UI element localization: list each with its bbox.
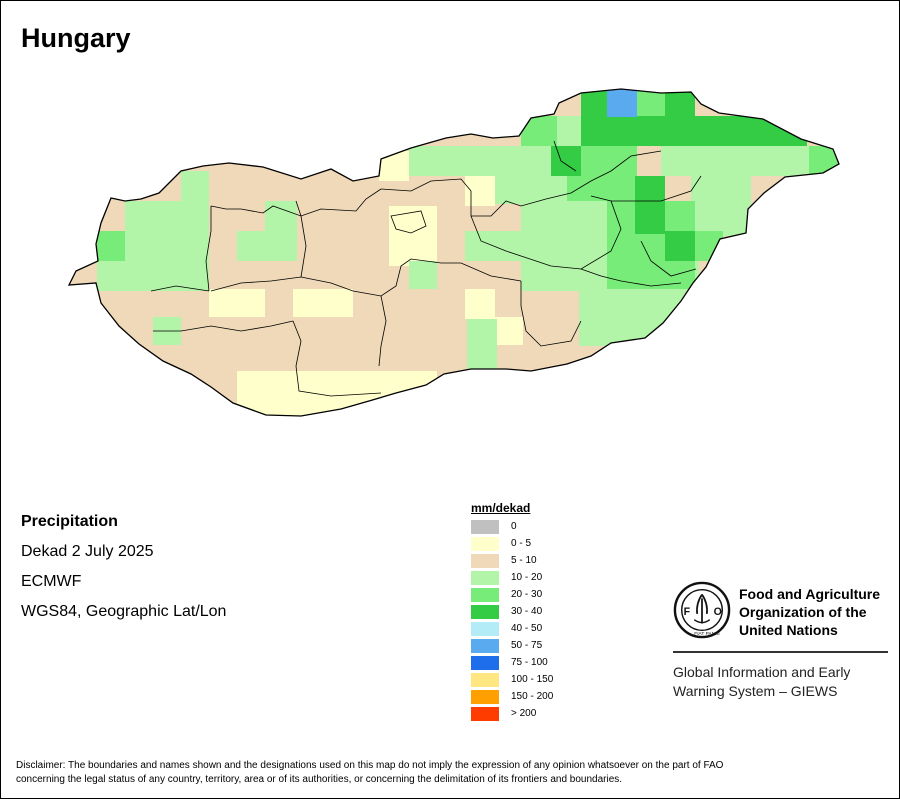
map-title: Hungary [21, 23, 131, 53]
legend-swatch [471, 655, 499, 670]
legend-item: 150 - 200 [471, 688, 553, 705]
divider [673, 651, 888, 653]
legend-swatch [471, 604, 499, 619]
legend-swatch [471, 689, 499, 704]
disclaimer: Disclaimer: The boundaries and names sho… [16, 759, 886, 787]
disclaimer-line2: concerning the legal status of any count… [16, 774, 623, 785]
svg-text:FIAT PANIS: FIAT PANIS [694, 631, 720, 637]
legend-label: 5 - 10 [511, 555, 537, 566]
system-name: Global Information and Early Warning Sys… [673, 663, 850, 701]
legend-label: 0 - 5 [511, 538, 532, 549]
legend-item: 0 [471, 518, 553, 535]
legend-item: 50 - 75 [471, 637, 553, 654]
legend-swatch [471, 553, 499, 568]
precipitation-map [67, 88, 840, 417]
map-info: Precipitation Dekad 2 July 2025 ECMWF WG… [21, 507, 226, 627]
legend-swatch [471, 621, 499, 636]
legend-label: 20 - 30 [511, 589, 543, 600]
projection-label: WGS84, Geographic Lat/Lon [21, 603, 227, 620]
legend-swatch [471, 706, 499, 721]
legend-rows: 0 0 - 5 5 - 10 10 - 20 20 - 30 30 - 40 40 - 50… [471, 518, 553, 722]
period-label: Dekad 2 July 2025 [21, 543, 154, 560]
fao-logo-icon: F O FIAT PANIS [673, 581, 731, 639]
legend-swatch [471, 638, 499, 653]
legend-label: 50 - 75 [511, 640, 543, 651]
legend-item: 0 - 5 [471, 535, 553, 552]
hungary-outline [67, 88, 840, 417]
model-label: ECMWF [21, 573, 82, 590]
legend-swatch [471, 570, 499, 585]
legend-label: > 200 [511, 708, 537, 719]
legend-item: > 200 [471, 705, 553, 722]
legend-item: 75 - 100 [471, 654, 553, 671]
legend-item: 30 - 40 [471, 603, 553, 620]
legend-title: mm/dekad [471, 501, 531, 515]
legend-item: 20 - 30 [471, 586, 553, 603]
legend-swatch [471, 587, 499, 602]
legend-swatch [471, 672, 499, 687]
system-name-line1: Global Information and Early [673, 664, 851, 680]
legend-item: 10 - 20 [471, 569, 553, 586]
organization-name-line3: United Nations [739, 622, 838, 638]
legend-item: 100 - 150 [471, 671, 553, 688]
legend-label: 75 - 100 [511, 657, 548, 668]
organization-name-line1: Food and Agriculture [739, 586, 881, 602]
organization-name: Food and Agriculture Organization of the… [739, 585, 880, 639]
organization-name-line2: Organization of the [739, 604, 867, 620]
legend-item: 5 - 10 [471, 552, 553, 569]
legend-swatch [471, 519, 499, 534]
legend-label: 30 - 40 [511, 606, 543, 617]
legend-label: 150 - 200 [511, 691, 554, 702]
system-name-line2: Warning System – GIEWS [673, 683, 838, 699]
svg-text:F: F [684, 606, 691, 618]
legend-label: 100 - 150 [511, 674, 554, 685]
legend-label: 10 - 20 [511, 572, 543, 583]
legend-item: 40 - 50 [471, 620, 553, 637]
legend: mm/dekad 0 0 - 5 5 - 10 10 - 20 20 - 30 30 - … [471, 501, 553, 722]
legend-label: 0 [511, 521, 517, 532]
disclaimer-line1: Disclaimer: The boundaries and names sho… [16, 760, 724, 771]
legend-label: 40 - 50 [511, 623, 543, 634]
svg-text:O: O [714, 606, 722, 618]
admin-boundaries [150, 140, 702, 397]
legend-swatch [471, 536, 499, 551]
variable-label: Precipitation [21, 513, 118, 530]
